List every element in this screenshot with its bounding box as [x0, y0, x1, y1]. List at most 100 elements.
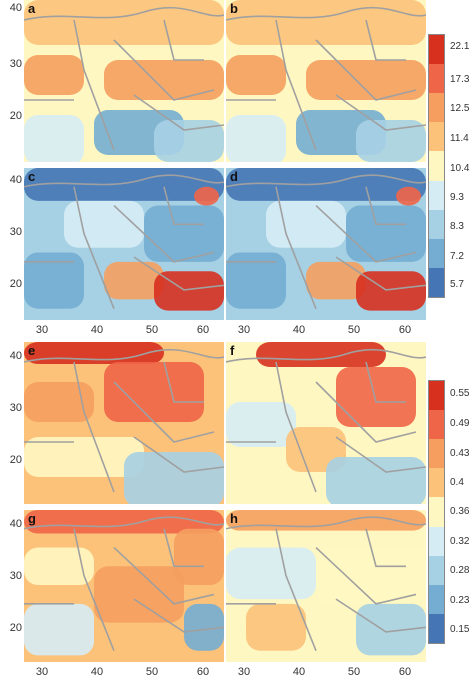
country-border	[335, 598, 426, 633]
map-region	[226, 402, 296, 447]
map-region	[306, 60, 426, 100]
country-border	[335, 256, 426, 291]
map-region	[24, 115, 84, 162]
map-panel-c: c	[24, 168, 224, 320]
panel-label-a: a	[28, 1, 36, 16]
map-region	[104, 261, 164, 300]
country-border	[365, 528, 406, 568]
map-region	[226, 0, 426, 45]
xtick-h-40: 40	[292, 666, 306, 678]
country-border	[226, 516, 426, 530]
panel-label-b: b	[230, 1, 238, 16]
colorbar-segment	[429, 93, 444, 123]
map-region	[396, 186, 421, 206]
xtick-h-30: 30	[237, 666, 251, 678]
map-region	[346, 205, 426, 262]
map-panel-g-svg	[24, 510, 224, 662]
legend-top-label-2: 12.5	[450, 103, 470, 114]
map-region	[24, 437, 144, 477]
colorbar-segment	[429, 209, 444, 239]
legend-bottom-label-5: 0.32	[450, 536, 470, 547]
ytick-g-20: 20	[9, 622, 22, 634]
legend-top-label-1: 17.3	[450, 74, 470, 85]
colorbar-segment	[429, 238, 444, 268]
panel-label-g: g	[28, 511, 36, 526]
legend-bottom-label-4: 0.36	[450, 506, 470, 517]
country-border	[315, 39, 417, 101]
map-region	[326, 457, 426, 504]
legend-bottom-label-3: 0.4	[450, 477, 464, 488]
colorbar-segment	[429, 439, 444, 469]
ytick-e-20: 20	[9, 454, 22, 466]
map-region	[336, 367, 416, 427]
xtick-c-50: 50	[145, 324, 159, 336]
country-border	[163, 361, 204, 403]
country-border	[365, 361, 406, 403]
legend-bottom-label-8: 0.15	[450, 624, 470, 635]
legend-top-label-3: 11.4	[450, 133, 469, 144]
colorbar-segment	[429, 497, 444, 527]
country-border	[315, 204, 417, 263]
map-panel-f-svg	[226, 342, 426, 504]
map-region	[24, 510, 224, 534]
country-border	[226, 174, 426, 188]
legend-bottom-label-6: 0.28	[450, 565, 470, 576]
colorbar-segment	[429, 555, 444, 585]
map-region	[24, 55, 84, 95]
map-region	[226, 252, 286, 309]
country-border	[24, 174, 224, 188]
country-border	[275, 186, 317, 310]
map-panel-a: a	[24, 0, 224, 162]
country-border	[133, 256, 224, 291]
legend-top-label-4: 10.4	[450, 163, 470, 174]
country-border	[73, 361, 115, 493]
country-border	[226, 7, 426, 21]
map-region	[266, 200, 346, 248]
ytick-c-20: 20	[9, 278, 22, 290]
colorbar-segment	[429, 64, 444, 94]
panel-label-c: c	[28, 169, 36, 184]
xtick-g-40: 40	[90, 666, 104, 678]
map-region	[104, 60, 224, 100]
country-border	[113, 39, 215, 101]
map-region	[226, 115, 286, 162]
country-border	[163, 186, 204, 226]
country-border	[365, 186, 406, 226]
country-border	[335, 94, 426, 131]
colorbar-segment	[429, 122, 444, 152]
colorbar-segment	[429, 151, 444, 181]
country-border	[24, 349, 224, 363]
country-border	[163, 19, 204, 61]
panel-label-e: e	[28, 343, 36, 358]
country-border	[275, 361, 317, 493]
legend-top-label-7: 7.2	[450, 251, 464, 262]
legend-top-label-0: 22.1	[450, 41, 470, 52]
xtick-h-50: 50	[347, 666, 361, 678]
ytick-g-30: 30	[9, 570, 22, 582]
map-panel-a-svg	[24, 0, 224, 162]
legend-bottom-label-2: 0.43	[450, 448, 470, 459]
xtick-g-30: 30	[35, 666, 49, 678]
map-region	[144, 205, 224, 262]
map-region	[246, 603, 306, 651]
colorbar-segment	[429, 180, 444, 210]
country-border	[133, 598, 224, 633]
map-region	[24, 603, 94, 656]
map-panel-b: b	[226, 0, 426, 162]
xtick-g-50: 50	[145, 666, 159, 678]
xtick-d-30: 30	[237, 324, 251, 336]
map-panel-e: e	[24, 342, 224, 504]
xtick-c-40: 40	[90, 324, 104, 336]
ytick-a-40: 40	[9, 2, 22, 14]
country-border	[226, 349, 426, 363]
ytick-c-30: 30	[9, 226, 22, 238]
legend-top-label-6: 8.3	[450, 221, 464, 232]
map-region	[154, 120, 224, 162]
panel-label-f: f	[230, 343, 235, 358]
legend-bottom-label-7: 0.23	[450, 595, 470, 606]
map-region	[24, 252, 84, 309]
country-border	[113, 204, 215, 263]
ytick-a-20: 20	[9, 110, 22, 122]
map-region	[174, 528, 224, 586]
map-panel-b-svg	[226, 0, 426, 162]
